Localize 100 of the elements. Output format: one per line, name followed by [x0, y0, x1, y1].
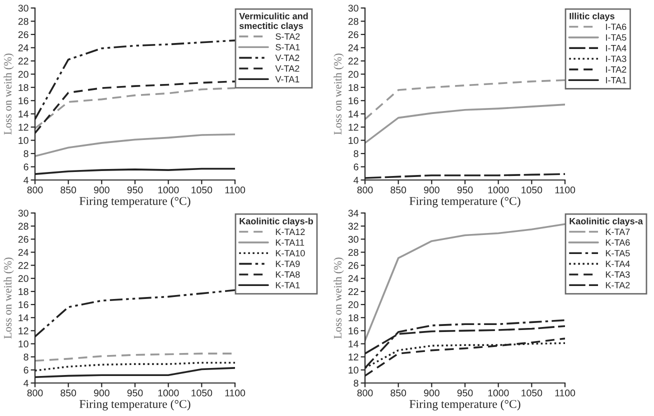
x-tick-label: 800: [357, 390, 373, 396]
y-tick-label: 32: [348, 222, 358, 230]
legend-label: K-TA6: [606, 239, 630, 246]
y-tick-label: 6: [24, 366, 28, 374]
legend-label: K-TA1: [276, 282, 300, 288]
y-tick-label: 10: [348, 137, 358, 144]
y-tick-label: 6: [354, 164, 358, 170]
x-tick-label: 1050: [192, 390, 212, 396]
legend-title: Vermiculitic and smectitic clays: [239, 12, 308, 31]
y-tick-label: 16: [18, 301, 28, 308]
y-tick-label: 14: [348, 340, 358, 348]
y-tick-label: 18: [18, 288, 28, 296]
y-tick-label: 20: [18, 275, 28, 282]
y-tick-label: 12: [348, 354, 358, 360]
y-axis-title: Loss on weith (%): [334, 258, 344, 339]
x-tick-label: 900: [424, 186, 440, 194]
x-tick-label: 900: [94, 390, 110, 396]
legend-label: I-TA3: [606, 56, 626, 62]
legend-label: K-TA9: [276, 260, 300, 268]
y-tick-label: 8: [24, 354, 28, 360]
y-tick-label: 18: [348, 314, 358, 322]
y-tick-label: 30: [18, 4, 28, 12]
y-tick-label: 18: [18, 84, 28, 92]
y-tick-label: 14: [348, 110, 358, 118]
y-tick-label: 22: [18, 58, 28, 64]
y-tick-label: 20: [348, 70, 358, 78]
legend-title: Kaolinitic clays-a: [570, 218, 643, 226]
y-tick-label: 28: [348, 248, 358, 256]
x-tick-label: 800: [27, 186, 43, 194]
x-tick-label: 850: [60, 186, 76, 194]
legend-label: V-TA2: [275, 54, 300, 61]
y-axis-title: Loss on weith (%): [4, 54, 14, 135]
y-tick-label: 24: [18, 44, 28, 52]
legend-label: I-TA5: [606, 34, 626, 41]
y-tick-label: 28: [18, 222, 28, 230]
x-tick-label: 950: [457, 390, 473, 396]
y-tick-label: 14: [18, 110, 28, 118]
y-tick-label: 4: [24, 176, 28, 184]
x-axis-title: Firing temperature (°C): [80, 196, 190, 208]
x-tick-label: 1100: [555, 390, 576, 396]
legend-label: V-TA1: [275, 76, 300, 82]
legend-label: S-TA1: [276, 44, 300, 50]
legend-label: V-TA2: [275, 65, 300, 72]
legend-label: K-TA2: [606, 282, 630, 288]
legend-label: I-TA4: [606, 45, 626, 52]
legend-label: K-TA7: [606, 228, 630, 235]
x-tick-label: 1000: [158, 186, 179, 194]
x-tick-label: 1100: [225, 186, 246, 194]
x-tick-label: 800: [357, 186, 373, 194]
y-tick-label: 22: [18, 262, 28, 269]
x-tick-label: 850: [60, 390, 76, 396]
legend-label: K-TA12: [276, 228, 305, 235]
x-tick-label: 1100: [225, 390, 246, 396]
y-tick-label: 4: [354, 176, 358, 184]
y-tick-label: 24: [18, 248, 28, 256]
y-tick-label: 26: [18, 31, 28, 38]
legend-label: K-TA4: [606, 260, 630, 267]
y-tick-label: 30: [348, 4, 358, 12]
x-tick-label: 1050: [522, 390, 542, 396]
y-tick-label: 22: [348, 288, 358, 295]
y-tick-label: 26: [18, 236, 28, 243]
y-tick-label: 20: [348, 301, 358, 308]
x-tick-label: 950: [457, 186, 473, 194]
legend-title: Kaolinitic clays-b: [240, 218, 314, 226]
x-axis-title: Firing temperature (°C): [410, 196, 520, 208]
y-tick-label: 24: [348, 44, 358, 52]
x-tick-label: 1000: [488, 186, 509, 194]
y-tick-label: 30: [18, 210, 28, 217]
x-tick-label: 1100: [555, 186, 576, 194]
y-tick-label: 10: [18, 340, 28, 348]
y-tick-label: 8: [354, 380, 358, 387]
legend-label: I-TA2: [606, 66, 626, 73]
legend-label: K-TA3: [606, 271, 630, 278]
y-tick-label: 16: [348, 327, 358, 334]
x-tick-label: 1000: [158, 390, 179, 396]
y-axis-title: Loss on weith (%): [334, 54, 344, 135]
y-tick-label: 12: [348, 124, 358, 131]
y-tick-label: 24: [348, 275, 358, 282]
x-tick-label: 1050: [192, 186, 212, 194]
y-tick-label: 26: [348, 262, 358, 269]
y-tick-label: 16: [348, 97, 358, 104]
y-tick-label: 18: [348, 84, 358, 92]
x-tick-label: 950: [127, 390, 143, 396]
y-tick-label: 12: [18, 327, 28, 334]
y-tick-label: 10: [18, 137, 28, 144]
y-tick-label: 20: [18, 70, 28, 78]
y-tick-label: 28: [348, 18, 358, 25]
y-tick-label: 10: [348, 366, 358, 374]
y-tick-label: 8: [354, 150, 358, 158]
y-tick-label: 22: [348, 58, 358, 64]
y-tick-label: 12: [18, 124, 28, 131]
legend-label: S-TA2: [276, 33, 300, 40]
x-tick-label: 950: [127, 186, 143, 194]
legend-label: K-TA10: [276, 250, 305, 256]
x-tick-label: 1050: [522, 186, 542, 194]
y-tick-label: 4: [24, 380, 28, 387]
x-tick-label: 850: [390, 390, 406, 396]
legend-label: I-TA6: [606, 24, 626, 30]
y-tick-label: 14: [18, 314, 28, 322]
y-tick-label: 28: [18, 18, 28, 25]
